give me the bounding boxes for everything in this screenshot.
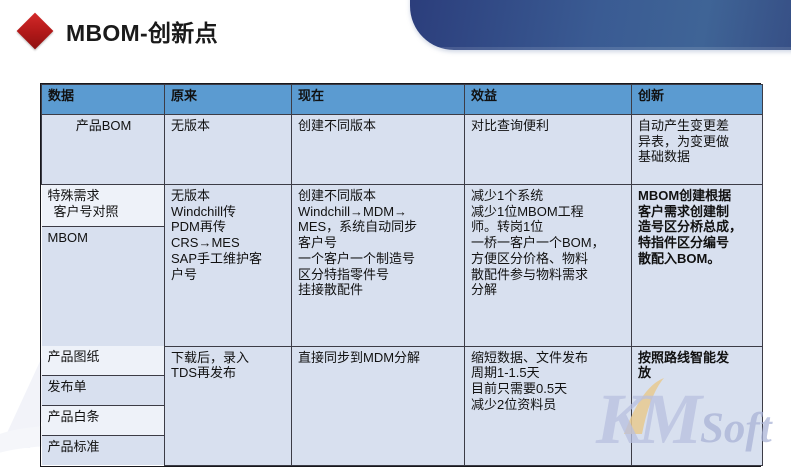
title-row: MBOM-创新点 — [16, 12, 218, 50]
table-row: 产品BOM 无版本 创建不同版本 对比查询便利 — [41, 114, 763, 185]
column-header-current: 现在 — [291, 84, 465, 115]
row3-innovation: 按照路线智能发 放 — [631, 345, 763, 466]
row2-label-group: 特殊需求 客户号对照 MBOM — [41, 185, 165, 346]
row3-benefit: 缩短数据、文件发布 周期1-1.5天 目前只需要0.5天 减少2位资料员 — [464, 345, 632, 466]
page-title: MBOM-创新点 — [66, 20, 218, 46]
row2-label-special-demand: 特殊需求 客户号对照 — [41, 185, 164, 227]
column-header-benefit: 效益 — [464, 84, 632, 115]
table-row: 特殊需求 客户号对照 MBOM 无版本 — [41, 184, 763, 347]
row3-label-group: 产品图纸 发布单 产品白条 产品标准 — [41, 346, 165, 465]
row1-current: 创建不同版本 — [291, 114, 465, 185]
diamond-bullet-icon — [16, 12, 54, 50]
row3-label-product-whitebar: 产品白条 — [41, 405, 164, 436]
column-header-data: 数据 — [41, 84, 165, 115]
table-row: 产品图纸 发布单 产品白条 产品标准 下载后，录入 TDS再发布 直接同步到MD… — [41, 345, 763, 466]
column-header-innovation: 创新 — [631, 84, 763, 115]
row1-original: 无版本 — [164, 114, 292, 185]
row2-label-subtable: 特殊需求 客户号对照 MBOM — [41, 185, 164, 346]
row3-label-product-drawing: 产品图纸 — [41, 346, 164, 376]
row2-innovation: MBOM创建根据 客户需求创建制 造号区分桥总成， 特指件区分编号 散配入BOM… — [631, 184, 763, 347]
row1-innovation: 自动产生变更差 异表，为变更做 基础数据 — [631, 114, 763, 185]
row1-label-product-bom: 产品BOM — [41, 114, 165, 185]
row3-label-product-standard: 产品标准 — [41, 435, 164, 465]
row3-original: 下载后，录入 TDS再发布 — [164, 345, 292, 466]
row3-label-release-order: 发布单 — [41, 375, 164, 406]
row2-original: 无版本 Windchill传 PDM再传 CRS→MES SAP手工维护客 户号 — [164, 184, 292, 347]
row2-label-mbom: MBOM — [41, 226, 164, 346]
row3-current: 直接同步到MDM分解 — [291, 345, 465, 466]
table-header-row: 数据 原来 现在 效益 创新 — [41, 84, 763, 115]
row1-benefit: 对比查询便利 — [464, 114, 632, 185]
row2-benefit: 减少1个系统 减少1位MBOM工程 师。转岗1位 一桥一客户一个BOM， 方便区… — [464, 184, 632, 347]
row2-current: 创建不同版本 Windchill→MDM→ MES，系统自动同步 客户号 一个客… — [291, 184, 465, 347]
banner-shape — [410, 0, 791, 50]
row3-label-subtable: 产品图纸 发布单 产品白条 产品标准 — [41, 346, 164, 465]
comparison-table: 数据 原来 现在 效益 创新 产品BOM 无版本 — [40, 83, 763, 467]
comparison-grid: 数据 原来 现在 效益 创新 产品BOM 无版本 — [41, 84, 763, 466]
column-header-original: 原来 — [164, 84, 292, 115]
